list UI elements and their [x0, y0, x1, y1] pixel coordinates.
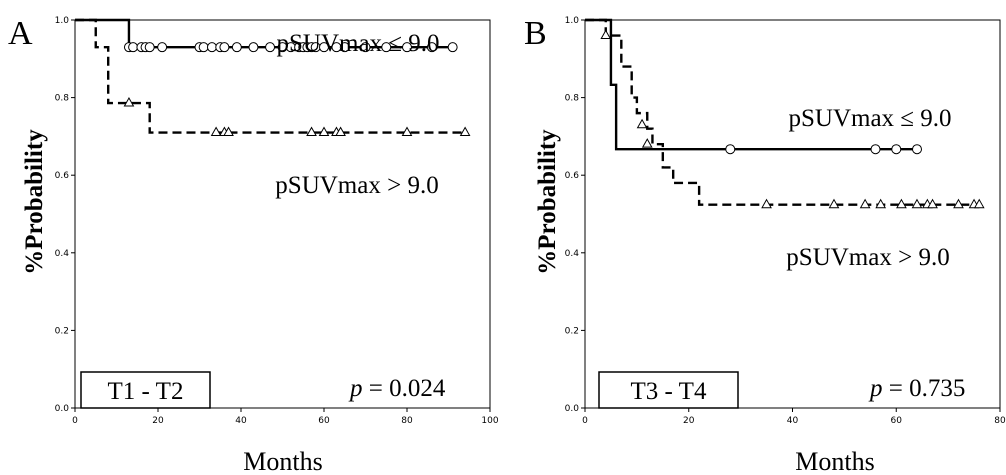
censor-circle-marker [870, 144, 881, 155]
censor-triangle-marker [859, 198, 871, 209]
x-tick-label: 20 [683, 416, 695, 426]
x-tick-label: 20 [152, 416, 164, 426]
y-axis-label: %Probability [534, 129, 561, 275]
censor-circle-marker [339, 42, 350, 53]
y-tick-label: 0.2 [55, 326, 69, 336]
censor-circle-marker [265, 42, 276, 53]
censor-circle-marker [128, 42, 139, 53]
y-tick-label: 0.8 [565, 94, 580, 104]
y-tick-label: 0.0 [55, 404, 70, 414]
plot-frame [584, 19, 1001, 409]
censor-circle-marker [219, 42, 230, 53]
series-label-low: pSUVmax ≤ 9.0 [276, 30, 439, 57]
censor-triangle-marker [401, 126, 413, 137]
censor-triangle-marker [318, 126, 330, 137]
y-tick-label: 0.4 [55, 249, 70, 259]
group-label: T1 - T2 [108, 378, 184, 405]
censor-triangle-marker [306, 126, 317, 137]
plot-frame [74, 19, 491, 409]
censor-circle-marker [891, 144, 902, 155]
censor-circle-marker [157, 42, 168, 53]
y-tick-label: 0.8 [55, 94, 70, 104]
panel-b: 0.0 0.2 0.4 0.6 0.8 1.0 0 20 40 60 80 B %Probability… [524, 15, 1006, 475]
censor-circle-marker [912, 144, 922, 155]
y-tick-label: 0.0 [565, 404, 580, 414]
censor-triangle-marker [335, 126, 346, 137]
censor-triangle-marker [641, 138, 653, 148]
panel-letter: B [524, 15, 547, 52]
censor-circle-marker [206, 42, 217, 53]
x-tick-label: 60 [318, 416, 330, 426]
series-line-high-suv [75, 18, 466, 134]
x-tick-label: 40 [235, 416, 247, 426]
censor-triangle-marker [761, 198, 772, 209]
y-tick-label: 0.4 [565, 249, 580, 259]
censor-triangle-marker [636, 118, 648, 129]
x-tick-label: 40 [787, 416, 799, 426]
series-label-high: pSUVmax > 9.0 [275, 172, 438, 199]
p-value: p = 0.024 [348, 375, 446, 402]
censor-circle-marker [360, 42, 371, 53]
series-line-high-suv [585, 18, 980, 206]
group-label: T3 - T4 [631, 378, 707, 405]
x-tick-label: 60 [891, 416, 903, 426]
censor-circle-marker [426, 42, 437, 53]
group-box [598, 371, 739, 409]
y-tick-label: 0.6 [565, 171, 580, 181]
y-tick-label: 0.2 [565, 326, 579, 336]
p-value: p = 0.735 [868, 375, 965, 402]
censor-triangle-marker [828, 198, 840, 209]
group-box [80, 371, 211, 409]
series-label-low: pSUVmax ≤ 9.0 [788, 105, 951, 132]
censor-circle-marker [725, 144, 736, 155]
x-axis-label: Months [795, 447, 874, 475]
censor-circle-marker [381, 42, 392, 53]
y-tick-label: 1.0 [55, 16, 70, 26]
y-axis-label: %Probability [21, 129, 48, 275]
x-tick-label: 100 [481, 416, 498, 426]
x-tick-label: 0 [582, 416, 588, 426]
y-tick-label: 1.0 [565, 16, 580, 26]
censor-circle-marker [248, 42, 259, 53]
censor-triangle-marker [896, 198, 907, 209]
censor-triangle-marker [911, 198, 923, 209]
panel-a: 0.0 0.2 0.4 0.6 0.8 1.0 0 20 40 60 80 100 A %Probabil… [8, 15, 499, 475]
censor-triangle-marker [953, 198, 964, 209]
censor-circle-marker [319, 42, 329, 53]
censor-triangle-marker [459, 126, 471, 137]
censor-triangle-marker [927, 198, 938, 209]
censor-triangle-marker [223, 126, 234, 137]
x-tick-label: 80 [401, 416, 413, 426]
panel-letter: A [8, 15, 33, 52]
censor-circle-marker [447, 42, 458, 53]
y-tick-label: 0.6 [55, 171, 70, 181]
series-label-high: pSUVmax > 9.0 [786, 244, 949, 271]
censor-triangle-marker [123, 97, 135, 107]
censor-triangle-marker [600, 29, 612, 40]
censor-circle-marker [402, 42, 412, 53]
censor-circle-marker [231, 42, 242, 53]
censor-circle-marker [198, 42, 209, 53]
censor-triangle-marker [875, 198, 887, 209]
censor-triangle-marker [210, 126, 222, 137]
x-tick-label: 0 [72, 416, 78, 426]
censor-triangle-marker [973, 198, 985, 209]
censor-circle-marker [144, 42, 155, 53]
x-axis-label: Months [243, 447, 322, 475]
x-tick-label: 80 [994, 416, 1006, 426]
